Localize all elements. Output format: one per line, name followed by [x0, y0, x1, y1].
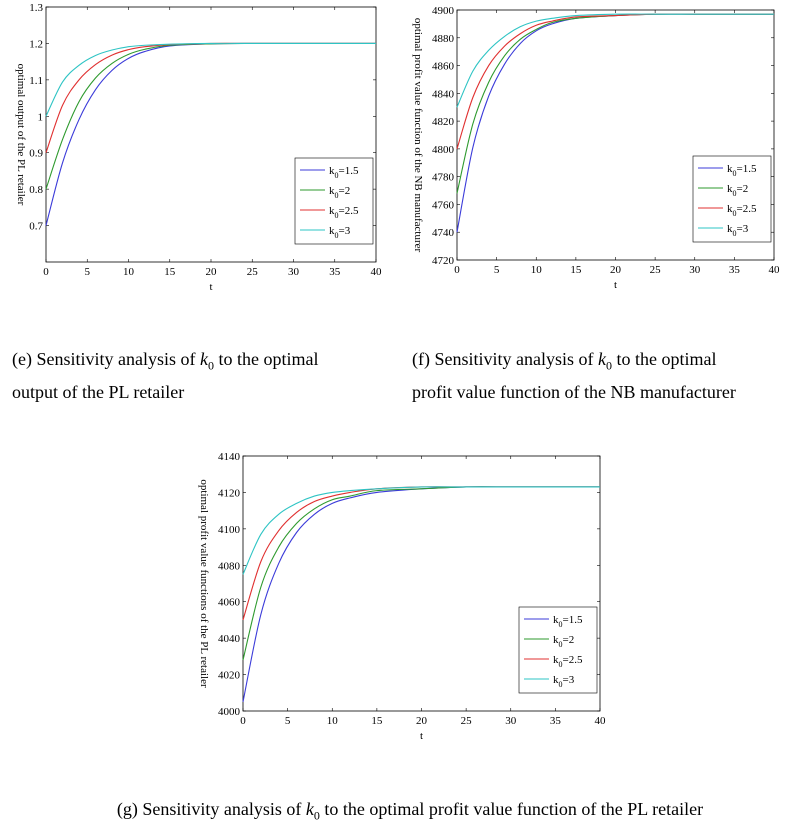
chart-e: 0 5 10 15 20 25 30 35 40 0.7 0.8 0.9 1 1.1 1.2 1.3 t opti…: [15, 2, 383, 293]
caption-e-symbol: k0: [199, 349, 214, 373]
y-axis-label: optimal profit value function of the NB …: [412, 18, 424, 253]
caption-g: (g) Sensitivity analysis of k0 to the op…: [40, 796, 780, 829]
caption-f: (f) Sensitivity analysis of k0 to the op…: [412, 346, 790, 405]
y-tick-label: 0.9: [29, 148, 43, 160]
x-tick-label: 15: [570, 264, 582, 276]
caption-f-line2: profit value function of the NB manufact…: [412, 381, 736, 402]
x-tick-label: 35: [329, 266, 341, 278]
y-tick-label: 4000: [218, 706, 241, 718]
x-tick-label: 30: [288, 266, 300, 278]
x-tick-label: 0: [43, 266, 49, 278]
y-tick-label: 4740: [432, 227, 455, 239]
y-axis-label: optimal profit value functions of the PL…: [198, 479, 210, 688]
legend-label: k0=3: [329, 225, 351, 240]
caption-e-before: (e) Sensitivity analysis of: [12, 349, 200, 369]
series-line-k03: [456, 13, 774, 108]
x-tick-label: 20: [610, 264, 622, 276]
y-tick-label: 4900: [432, 5, 455, 17]
caption-e: (e) Sensitivity analysis of k0 to the op…: [12, 346, 392, 405]
caption-f-after: to the optimal: [611, 349, 717, 369]
y-tick-label: 1: [38, 111, 44, 123]
x-axis-label: t: [209, 281, 212, 293]
y-tick-label: 4880: [432, 33, 455, 45]
y-tick-label: 4760: [432, 199, 455, 211]
x-tick-label: 5: [85, 266, 91, 278]
x-axis-label: t: [614, 279, 617, 291]
x-tick-label: 30: [689, 264, 701, 276]
y-tick-label: 4020: [218, 670, 241, 682]
y-tick-label: 4860: [432, 61, 455, 73]
caption-e-after: to the optimal: [213, 349, 319, 369]
y-tick-label: 4840: [432, 88, 455, 100]
x-tick-label: 5: [494, 264, 500, 276]
x-tick-label: 30: [505, 715, 517, 727]
legend-label: k0=3: [553, 674, 575, 689]
legend-label: k0=2: [553, 634, 574, 649]
series-line-k02-5: [456, 13, 774, 150]
chart-f: 0 5 10 15 20 25 30 35 40 4720 4740 4760 4780 4800 4820…: [412, 5, 781, 291]
legend-label: k0=2.5: [727, 203, 757, 218]
x-tick-label: 35: [550, 715, 562, 727]
x-tick-label: 5: [285, 715, 291, 727]
x-tick-label: 10: [531, 264, 543, 276]
y-tick-label: 4800: [432, 144, 455, 156]
y-tick-label: 4100: [218, 524, 241, 536]
x-tick-label: 25: [650, 264, 662, 276]
y-tick-label: 1.2: [29, 38, 43, 50]
y-tick-label: 4780: [432, 172, 455, 184]
caption-g-symbol: k0: [305, 799, 320, 823]
x-tick-label: 40: [595, 715, 607, 727]
x-tick-label: 40: [371, 266, 383, 278]
legend-label: k0=3: [727, 223, 749, 238]
x-tick-label: 0: [454, 264, 460, 276]
caption-f-symbol: k0: [597, 349, 612, 373]
chart-g: 0 5 10 15 20 25 30 35 40 4000 4020 4040 4060 4080 4100…: [198, 451, 607, 742]
x-tick-label: 25: [461, 715, 473, 727]
legend-label: k0=1.5: [329, 165, 359, 180]
legend-label: k0=1.5: [553, 614, 583, 629]
y-tick-label: 4080: [218, 560, 241, 572]
y-tick-label: 4140: [218, 451, 241, 463]
caption-f-before: (f) Sensitivity analysis of: [412, 349, 598, 369]
y-tick-label: 0.8: [29, 184, 43, 196]
x-tick-label: 20: [206, 266, 218, 278]
x-tick-label: 15: [371, 715, 383, 727]
legend-label: k0=2.5: [553, 654, 583, 669]
legend-label: k0=1.5: [727, 163, 757, 178]
y-tick-label: 4120: [218, 487, 241, 499]
x-tick-label: 25: [247, 266, 259, 278]
y-tick-label: 4720: [432, 255, 455, 267]
x-tick-label: 0: [240, 715, 246, 727]
x-axis-label: t: [420, 730, 423, 742]
legend-label: k0=2.5: [329, 205, 359, 220]
y-tick-label: 0.7: [29, 221, 43, 233]
x-tick-label: 10: [123, 266, 135, 278]
caption-e-line2: output of the PL retailer: [12, 381, 185, 402]
caption-g-before: (g) Sensitivity analysis of: [116, 799, 306, 819]
x-tick-label: 35: [729, 264, 741, 276]
legend-label: k0=2: [727, 183, 748, 198]
y-tick-label: 1.3: [29, 2, 43, 14]
x-tick-label: 40: [769, 264, 781, 276]
y-tick-label: 1.1: [29, 75, 43, 87]
y-tick-label: 4040: [218, 633, 241, 645]
x-tick-label: 20: [416, 715, 428, 727]
series-line-k03: [45, 42, 376, 117]
y-axis-label: optimal output of the PL retailer: [15, 64, 27, 206]
y-tick-label: 4060: [218, 597, 241, 609]
series-line-k02-5: [45, 42, 376, 153]
series-line-k02-5: [242, 486, 600, 621]
caption-g-after: to the optimal profit value function of …: [319, 799, 704, 819]
series-line-k03: [242, 486, 600, 575]
y-tick-label: 4820: [432, 116, 455, 128]
x-tick-label: 15: [164, 266, 176, 278]
x-tick-label: 10: [327, 715, 339, 727]
legend-label: k0=2: [329, 185, 350, 200]
